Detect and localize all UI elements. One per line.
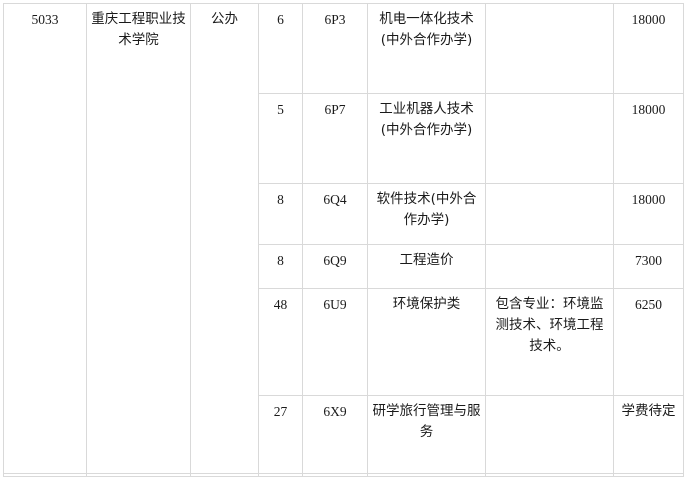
major-code-cell: 6Q9	[302, 244, 368, 289]
major-code-cell: 6X9	[302, 395, 368, 474]
empty-cell	[302, 473, 368, 477]
school-name-cell: 重庆工程职业技术学院	[86, 3, 191, 474]
school-type-cell: 公办	[190, 3, 259, 474]
major-code-cell: 6U9	[302, 288, 368, 396]
plan-count-cell: 6	[258, 3, 303, 94]
major-name-cell: 研学旅行管理与服务	[367, 395, 486, 474]
tuition-fee-cell: 6250	[613, 288, 684, 396]
empty-cell	[86, 473, 191, 477]
note-cell	[485, 183, 614, 245]
table-body: 5033 重庆工程职业技术学院 公办 6 6P3 机电一体化技术(中外合作办学)…	[3, 3, 684, 477]
major-code-cell: 6P7	[302, 93, 368, 184]
tuition-fee-cell: 学费待定	[613, 395, 684, 474]
plan-count-cell: 5	[258, 93, 303, 184]
empty-cell	[367, 473, 486, 477]
plan-count-cell: 27	[258, 395, 303, 474]
note-cell	[485, 93, 614, 184]
table-row: 8 6Q4 软件技术(中外合作办学) 18000	[4, 183, 684, 245]
table-row: 5033 重庆工程职业技术学院 公办 6 6P3 机电一体化技术(中外合作办学)…	[3, 3, 684, 474]
table-row: 8 6Q9 工程造价 7300	[4, 244, 684, 289]
major-name-cell: 工程造价	[367, 244, 486, 289]
note-cell	[485, 3, 614, 94]
admissions-table-container: 5033 重庆工程职业技术学院 公办 6 6P3 机电一体化技术(中外合作办学)…	[0, 3, 692, 477]
major-code-cell: 6Q4	[302, 183, 368, 245]
major-name-cell: 机电一体化技术(中外合作办学)	[367, 3, 486, 94]
note-cell	[485, 395, 614, 474]
major-name-cell: 工业机器人技术(中外合作办学)	[367, 93, 486, 184]
tuition-fee-cell: 7300	[613, 244, 684, 289]
major-code-cell: 6P3	[302, 3, 368, 94]
empty-cell	[485, 473, 614, 477]
table-row: 5 6P7 工业机器人技术(中外合作办学) 18000	[4, 93, 684, 184]
empty-cell	[190, 473, 259, 477]
note-cell: 包含专业：环境监测技术、环境工程技术。	[485, 288, 614, 396]
plan-count-cell: 8	[258, 183, 303, 245]
tuition-fee-cell: 18000	[613, 93, 684, 184]
major-name-cell: 软件技术(中外合作办学)	[367, 183, 486, 245]
tuition-fee-cell: 18000	[613, 3, 684, 94]
table-row-partial	[3, 473, 684, 477]
empty-cell	[613, 473, 684, 477]
note-cell	[485, 244, 614, 289]
empty-cell	[3, 473, 87, 477]
major-name-cell: 环境保护类	[367, 288, 486, 396]
tuition-fee-cell: 18000	[613, 183, 684, 245]
empty-cell	[258, 473, 303, 477]
school-code-cell: 5033	[3, 3, 87, 474]
plan-count-cell: 48	[258, 288, 303, 396]
plan-count-cell: 8	[258, 244, 303, 289]
admissions-plan-table: 5033 重庆工程职业技术学院 公办 6 6P3 机电一体化技术(中外合作办学)…	[3, 3, 684, 477]
